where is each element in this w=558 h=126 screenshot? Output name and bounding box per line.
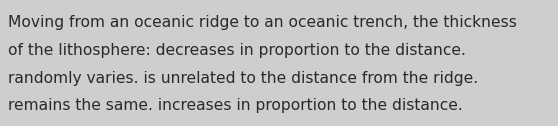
- Text: remains the same. increases in proportion to the distance.: remains the same. increases in proportio…: [8, 98, 463, 113]
- Text: randomly varies. is unrelated to the distance from the ridge.: randomly varies. is unrelated to the dis…: [8, 71, 478, 86]
- Text: of the lithosphere: decreases in proportion to the distance.: of the lithosphere: decreases in proport…: [8, 43, 466, 58]
- Text: Moving from an oceanic ridge to an oceanic trench, the thickness: Moving from an oceanic ridge to an ocean…: [8, 15, 517, 30]
